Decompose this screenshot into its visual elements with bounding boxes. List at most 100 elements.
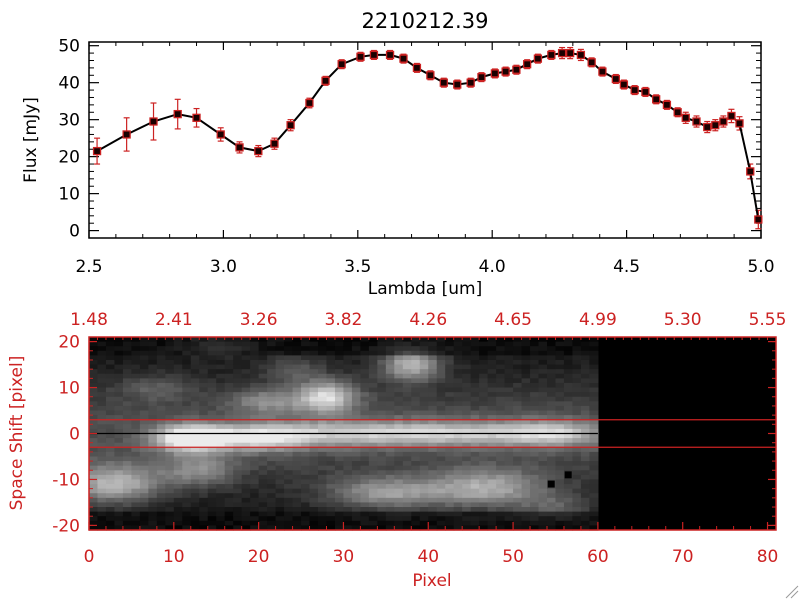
image-pixel	[411, 442, 421, 448]
image-pixel	[572, 410, 582, 416]
image-pixel	[97, 433, 107, 439]
image-pixel	[368, 392, 378, 398]
image-pixel	[165, 465, 175, 471]
image-pixel	[114, 359, 124, 366]
image-pixel	[292, 405, 302, 412]
image-pixel	[224, 484, 234, 490]
image-pixel	[504, 461, 514, 467]
image-pixel	[547, 433, 557, 439]
image-pixel	[309, 364, 319, 370]
spectrum-point	[149, 117, 158, 126]
image-pixel	[156, 428, 166, 435]
image-pixel	[580, 415, 591, 421]
image-pixel	[284, 359, 294, 366]
image-pixel	[402, 337, 412, 343]
image-pixel	[487, 350, 497, 356]
image-pixel	[199, 433, 209, 439]
image-pixel	[487, 428, 497, 435]
image-pixel	[589, 451, 599, 458]
image-pixel	[394, 507, 404, 513]
image-pixel	[394, 387, 404, 393]
image-pixel	[453, 451, 463, 458]
image-pixel	[284, 355, 294, 361]
image-pixel	[165, 484, 175, 490]
image-pixel	[148, 424, 158, 430]
image-pixel	[216, 516, 226, 522]
image-pixel	[301, 382, 311, 389]
image-pixel	[402, 507, 412, 513]
image-pixel	[428, 525, 438, 531]
image-pixel	[139, 350, 149, 356]
image-pixel	[377, 451, 387, 458]
image-pixel	[555, 497, 565, 504]
image-pixel	[97, 442, 107, 448]
image-pixel	[199, 350, 209, 356]
image-pixel	[241, 382, 251, 389]
image-pixel	[351, 502, 362, 508]
image-pixel	[224, 387, 234, 393]
image-pixel	[580, 419, 591, 425]
image-pixel	[301, 511, 311, 517]
image-pixel	[97, 447, 107, 453]
image-pixel	[445, 502, 455, 508]
image-pixel	[334, 364, 345, 370]
image-pixel	[394, 520, 404, 527]
image-pixel	[351, 456, 362, 462]
image-pixel	[589, 341, 599, 347]
image-pixel	[250, 461, 260, 467]
resize-grip-icon[interactable]	[785, 585, 799, 599]
image-pixel	[334, 470, 345, 476]
image-pixel	[224, 401, 234, 407]
image-pixel	[555, 369, 565, 375]
image-pixel	[199, 493, 209, 499]
spectrum-point	[566, 48, 575, 58]
image-pixel	[97, 337, 107, 343]
image-pixel	[496, 428, 506, 435]
image-pixel	[114, 369, 124, 375]
image-pixel	[538, 447, 548, 453]
image-pixel	[504, 419, 514, 425]
image-pixel	[436, 479, 446, 485]
image-pixel	[131, 502, 141, 508]
image-pixel	[301, 474, 311, 481]
image-pixel	[496, 369, 506, 375]
image-pixel	[173, 405, 183, 412]
image-pixel	[173, 337, 183, 343]
image-pixel	[530, 378, 540, 384]
image-pixel	[377, 516, 387, 522]
image-pixel	[173, 415, 183, 421]
image-pixel	[411, 484, 421, 490]
image-pixel	[241, 387, 251, 393]
image-pixel	[258, 373, 268, 379]
image-pixel	[521, 424, 531, 430]
image-pixel	[402, 516, 412, 522]
image-pixel	[284, 447, 294, 453]
image-pixel	[199, 456, 209, 462]
image-pixel	[292, 378, 302, 384]
image-pixel	[351, 401, 362, 407]
image-pixel	[97, 470, 107, 476]
image-pixel	[572, 525, 582, 531]
image-pixel	[250, 433, 260, 439]
image-pixel	[334, 479, 345, 485]
image-pixel	[326, 493, 336, 499]
image-pixel	[182, 456, 192, 462]
image-pixel	[309, 359, 319, 366]
image-pixel	[97, 419, 107, 425]
spectrum-plot: 2210212.39 2.5 3.0 3.5 4.0 4.5 5.0 0102030405…	[21, 9, 775, 299]
image-pixel	[368, 369, 378, 375]
image-pixel	[521, 511, 531, 517]
image-pixel	[428, 410, 438, 416]
image-pixel	[563, 424, 574, 430]
image-pixel	[547, 415, 557, 421]
spectrum-point	[192, 113, 201, 122]
image-pixel	[139, 401, 149, 407]
image-pixel	[207, 456, 217, 462]
image-pixel	[487, 346, 497, 352]
image-pixel	[207, 415, 217, 421]
image-pixel	[318, 461, 328, 467]
image-pixel	[122, 410, 133, 416]
image-pixel	[419, 502, 429, 508]
image-pixel	[207, 396, 217, 402]
image-pixel	[89, 424, 99, 430]
